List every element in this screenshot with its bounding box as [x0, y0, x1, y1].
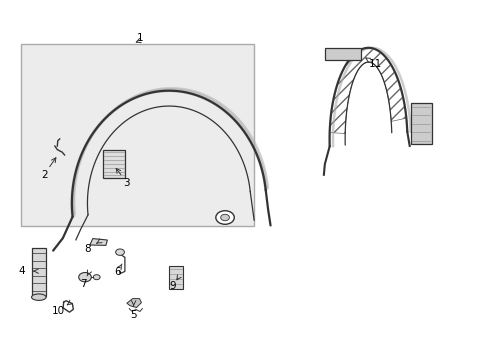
FancyBboxPatch shape [169, 266, 183, 289]
FancyBboxPatch shape [31, 248, 46, 296]
Circle shape [220, 214, 229, 221]
Text: 11: 11 [368, 59, 382, 69]
Text: 6: 6 [114, 267, 120, 277]
FancyBboxPatch shape [324, 48, 361, 60]
FancyBboxPatch shape [410, 103, 431, 144]
Text: 4: 4 [19, 266, 25, 276]
Circle shape [215, 211, 234, 224]
FancyBboxPatch shape [103, 150, 125, 178]
Circle shape [116, 249, 124, 255]
Text: 10: 10 [52, 306, 65, 316]
Circle shape [93, 275, 100, 280]
Polygon shape [90, 239, 107, 246]
Text: 9: 9 [169, 281, 176, 291]
Text: 3: 3 [123, 177, 130, 188]
Ellipse shape [31, 294, 46, 300]
Text: 1: 1 [136, 33, 143, 43]
FancyBboxPatch shape [21, 44, 254, 226]
Text: 8: 8 [84, 244, 91, 254]
Circle shape [79, 273, 91, 282]
Text: 7: 7 [80, 279, 86, 289]
Polygon shape [126, 298, 141, 307]
Text: 5: 5 [130, 310, 137, 320]
Polygon shape [329, 48, 406, 134]
Text: 2: 2 [41, 170, 47, 180]
